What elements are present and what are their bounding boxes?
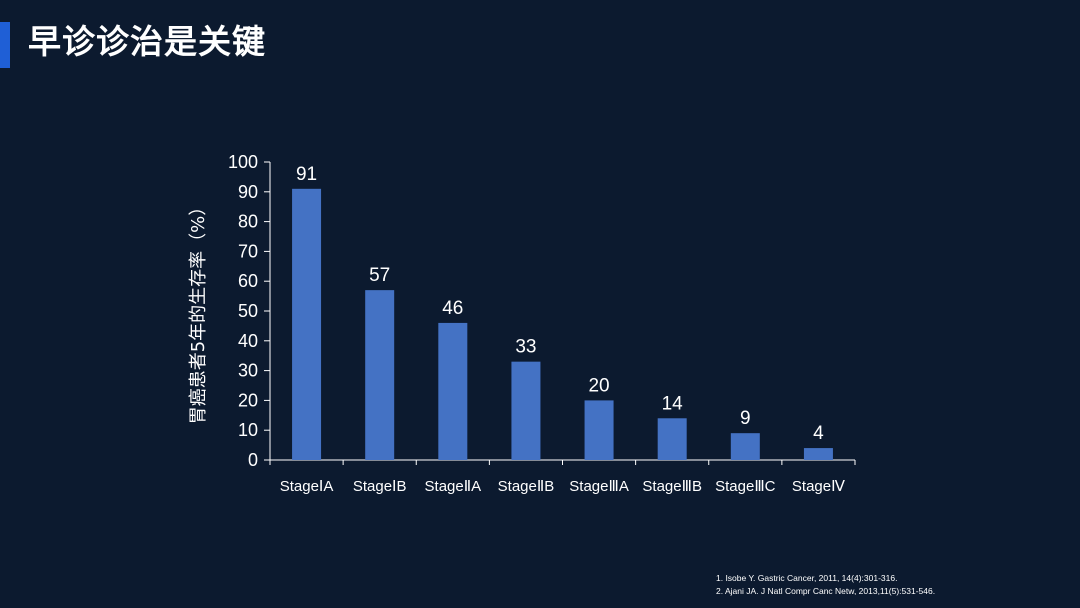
category-label: StageⅡB (498, 478, 555, 495)
bar-value-label: 46 (442, 298, 463, 319)
y-tick-label: 30 (238, 361, 258, 381)
slide-title: 早诊诊治是关键 (28, 22, 266, 61)
y-tick-label: 90 (238, 182, 258, 202)
bar (438, 322, 468, 460)
bar (292, 188, 322, 460)
reference-1: 1. Isobe Y. Gastric Cancer, 2011, 14(4):… (716, 573, 898, 583)
bar-value-label: 14 (662, 393, 684, 414)
category-label: StageⅣ (792, 478, 845, 495)
bar-value-label: 4 (813, 423, 824, 444)
bar (657, 418, 687, 460)
y-tick-label: 50 (238, 301, 258, 321)
bar (365, 290, 395, 460)
y-tick-label: 40 (238, 331, 258, 351)
y-tick-label: 80 (238, 212, 258, 232)
category-labels: StageⅠA StageⅠB StageⅡA StageⅡB StageⅢA Stage… (280, 478, 845, 495)
bar (803, 448, 833, 460)
bar-value-label: 33 (515, 337, 536, 358)
title-accent-bar (0, 22, 10, 68)
category-label: StageⅠB (353, 478, 407, 495)
x-axis (269, 459, 856, 465)
bar (511, 361, 541, 460)
bar-value-label: 91 (296, 164, 317, 185)
bar (730, 433, 760, 460)
category-label: StageⅢA (569, 478, 629, 495)
y-axis: 0 10 20 30 40 50 60 70 80 90 100 (228, 152, 271, 470)
bar-value-label: 9 (740, 408, 751, 429)
y-axis-title: 胃癌患者5年的生存率（%） (188, 198, 209, 425)
y-tick-label: 60 (238, 271, 258, 291)
y-tick-label: 0 (248, 450, 258, 470)
y-tick-label: 100 (228, 152, 258, 172)
category-label: StageⅡA (425, 478, 482, 495)
y-tick-label: 10 (238, 420, 258, 440)
category-label: StageⅢC (715, 478, 776, 495)
reference-2: 2. Ajani JA. J Natl Compr Canc Netw, 201… (716, 586, 936, 596)
references: 1. Isobe Y. Gastric Cancer, 2011, 14(4):… (716, 572, 935, 598)
data-labels: 91 57 46 33 20 14 9 4 (296, 164, 824, 444)
category-label: StageⅢB (642, 478, 702, 495)
y-tick-label: 20 (238, 390, 258, 410)
bar-value-label: 57 (369, 265, 390, 286)
bar-value-label: 20 (588, 375, 609, 396)
bar (584, 400, 614, 460)
y-tick-label: 70 (238, 241, 258, 261)
category-label: StageⅠA (280, 478, 334, 495)
bars (292, 188, 833, 460)
